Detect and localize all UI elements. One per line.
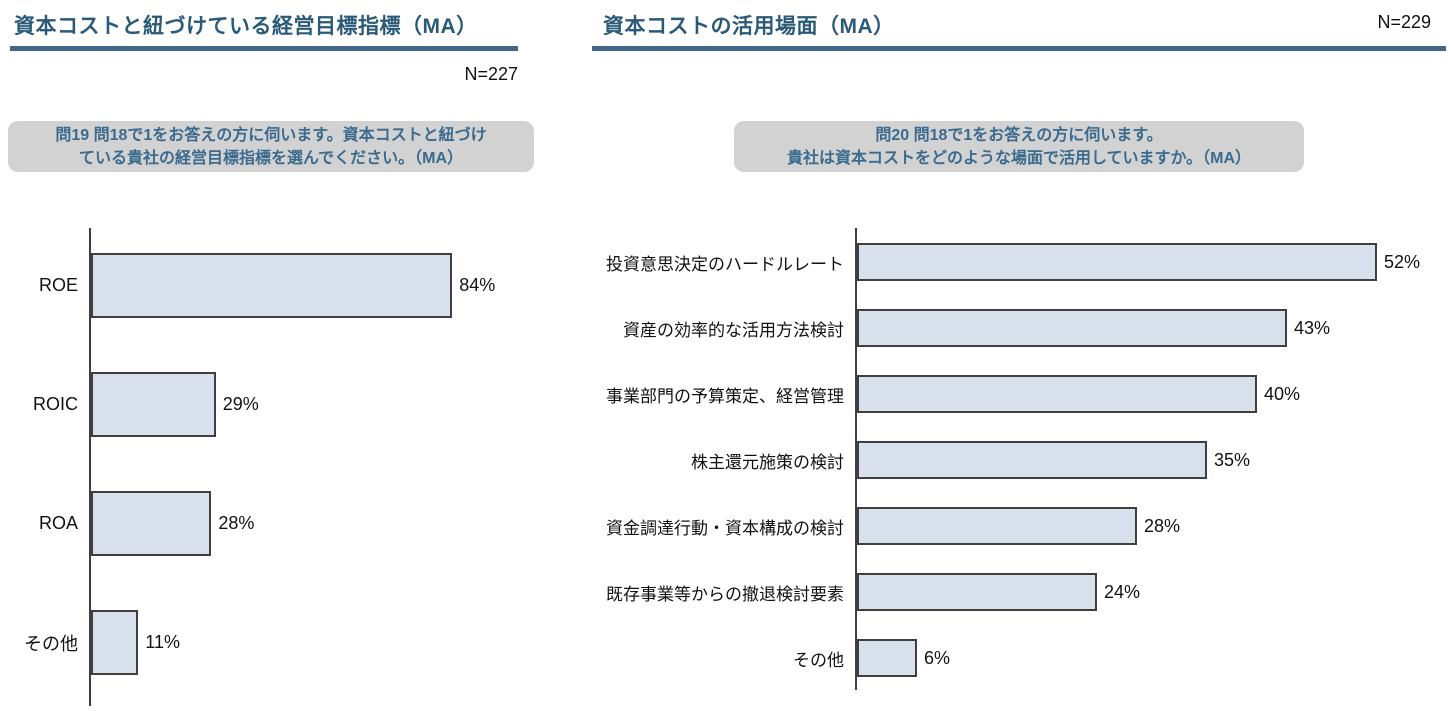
value-label: 6% — [924, 647, 951, 668]
left-question-box: 問19 問18で1をお答えの方に伺います。資本コストと紐づけ ている貴社の経営目… — [8, 121, 534, 172]
bar-row: 既存事業等からの撤退検討要素 24% — [590, 573, 1451, 611]
bar — [857, 375, 1257, 413]
category-label: その他 — [24, 633, 78, 654]
left-chart-title: 資本コストと紐づけている経営目標指標（MA） — [14, 15, 478, 38]
bar — [857, 507, 1137, 545]
category-label: 既存事業等からの撤退検討要素 — [606, 584, 844, 604]
value-label: 28% — [1144, 515, 1181, 536]
right-bar-chart: 投資意思決定のハードルレート 52% 資産の効率的な活用方法検討 43% 事業部門の予算… — [590, 228, 1451, 690]
value-label: 11% — [145, 632, 180, 652]
right-chart-title: 資本コストの活用場面（MA） — [603, 15, 895, 38]
bar — [91, 610, 139, 675]
category-label: 事業部門の予算策定、経営管理 — [606, 386, 844, 406]
left-title-underline — [10, 46, 518, 51]
bar — [857, 243, 1377, 281]
category-label: その他 — [793, 650, 844, 670]
bar-row: ROA 28% — [0, 491, 560, 556]
category-label: 株主還元施策の検討 — [691, 452, 844, 472]
value-label: 28% — [218, 513, 255, 533]
right-question-box: 問20 問18で1をお答えの方に伺います。 貴社は資本コストをどのような場面で活… — [734, 121, 1304, 172]
left-bar-chart: ROE 84% ROIC 29% ROA 28% その他 11% — [0, 228, 560, 706]
category-label: 資産の効率的な活用方法検討 — [623, 320, 844, 340]
left-question-line-1: 問19 問18で1をお答えの方に伺います。資本コストと紐づけ — [55, 126, 487, 144]
bar-row: 株主還元施策の検討 35% — [590, 441, 1451, 479]
left-chart-rows: ROE 84% ROIC 29% ROA 28% その他 11% — [0, 228, 560, 711]
category-label: ROA — [38, 513, 78, 533]
category-label: 投資意思決定のハードルレート — [606, 254, 844, 274]
value-label: 84% — [459, 275, 496, 295]
category-label: ROE — [38, 275, 78, 295]
bar-row: 資産の効率的な活用方法検討 43% — [590, 309, 1451, 347]
bar — [857, 441, 1207, 479]
right-question-line-1: 問20 問18で1をお答えの方に伺います。 — [875, 126, 1163, 144]
bar — [857, 639, 917, 677]
value-label: 35% — [1214, 449, 1251, 470]
right-title-underline — [592, 46, 1446, 51]
bar-row: 投資意思決定のハードルレート 52% — [590, 243, 1451, 281]
value-label: 29% — [222, 394, 259, 414]
bar-row: 資金調達行動・資本構成の検討 28% — [590, 507, 1451, 545]
value-label: 40% — [1264, 383, 1301, 404]
value-label: 52% — [1384, 251, 1421, 272]
bar-row: 事業部門の予算策定、経営管理 40% — [590, 375, 1451, 413]
value-label: 43% — [1294, 317, 1331, 338]
value-label: 24% — [1104, 581, 1141, 602]
category-label: 資金調達行動・資本構成の検討 — [606, 518, 844, 538]
category-label: ROIC — [33, 394, 78, 414]
right-question-line-2: 貴社は資本コストをどのような場面で活用していますか。（MA） — [786, 149, 1252, 167]
bar — [91, 372, 216, 437]
right-chart-axis-line — [855, 228, 857, 690]
bar-row: ROE 84% — [0, 253, 560, 318]
bar — [857, 573, 1097, 611]
left-question-line-2: ている貴社の経営目標指標を選んでください。（MA） — [78, 149, 464, 167]
bar — [91, 253, 453, 318]
bar-row: その他 11% — [0, 610, 560, 675]
right-chart-rows: 投資意思決定のハードルレート 52% 資産の効率的な活用方法検討 43% 事業部門の予算… — [590, 228, 1451, 705]
bar — [857, 309, 1287, 347]
left-chart-axis-line — [89, 228, 91, 706]
bar-row: ROIC 29% — [0, 372, 560, 437]
bar — [91, 491, 212, 556]
left-sample-size: N=227 — [464, 64, 518, 84]
right-sample-size: N=229 — [1377, 12, 1431, 32]
bar-row: その他 6% — [590, 639, 1451, 677]
